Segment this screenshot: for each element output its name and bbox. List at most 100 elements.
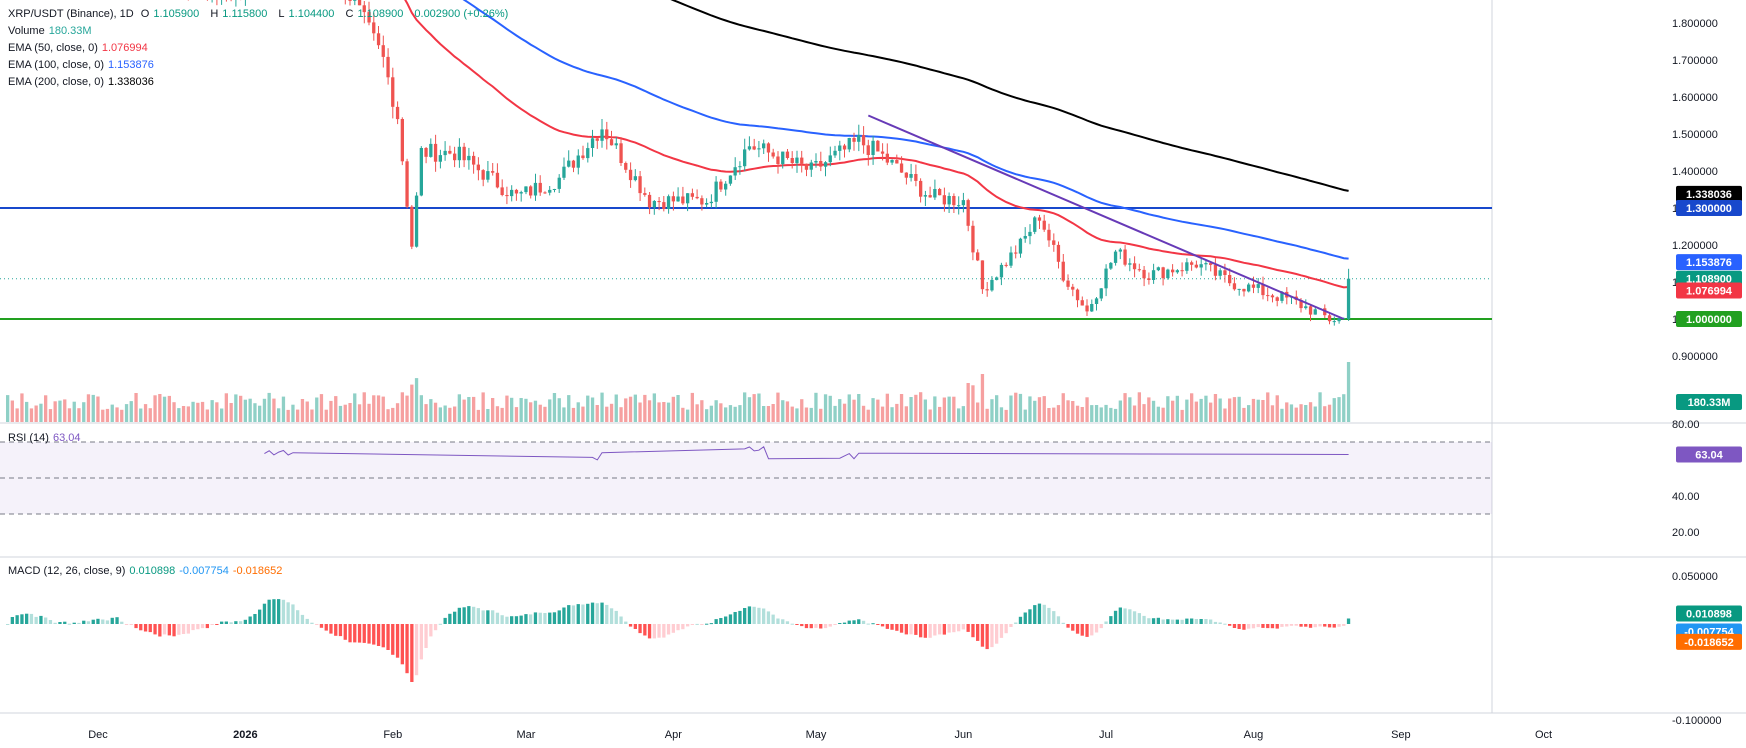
volume-bar [1047,408,1051,422]
volume-bar [1251,398,1256,422]
macd-histogram-bar [1223,623,1227,625]
volume-bar [310,409,314,422]
volume-bar [1175,395,1179,422]
candle-body [1337,318,1341,322]
volume-bar [86,394,91,422]
macd-histogram-bar [1232,624,1237,628]
candle-body [510,189,514,197]
candle-body [861,135,866,146]
macd-histogram-bar [172,624,176,637]
volume-bar [1166,396,1170,422]
macd-histogram-bar [804,624,809,629]
volume-bar [1042,396,1046,422]
volume-bar [1037,397,1042,422]
volume-bar [243,399,247,422]
macd-histogram-bar [372,624,376,645]
macd-histogram-bar [1171,619,1175,624]
volume-bar [419,395,423,422]
macd-histogram-bar [1066,624,1070,628]
macd-histogram-bar [1185,618,1189,624]
candle-body [1237,288,1241,290]
candle-body [800,157,804,164]
volume-bar [1327,404,1332,422]
macd-histogram-bar [210,624,214,625]
rsi-line [264,446,1349,461]
candle-body [1242,288,1246,292]
volume-bar [690,392,694,422]
macd-histogram-bar [1142,615,1146,624]
macd-histogram-bar [1237,624,1241,629]
volume-bar [438,407,442,422]
macd-histogram-bar [671,624,675,633]
macd-histogram-bar [538,612,542,624]
candle-body [666,196,671,209]
macd-histogram-bar [153,624,157,635]
candle-body [495,172,500,188]
macd-histogram-bar [376,624,381,646]
candle-body [847,138,851,150]
macd-histogram-bar [1304,624,1308,627]
macd-histogram-bar [690,624,694,625]
macd-histogram-bar [1014,622,1018,624]
volume-bar [557,398,561,422]
macd-histogram-bar [72,622,76,624]
macd-histogram-bar [296,610,300,624]
volume-bar [776,392,780,422]
candle-body [619,143,623,163]
volume-bar [1308,402,1313,422]
volume-bar [253,403,257,422]
macd-histogram-bar [795,624,799,625]
volume-bar [158,394,162,422]
volume-bar [581,406,585,422]
macd-histogram-bar [196,624,200,630]
macd-histogram-bar [1190,618,1194,624]
volume-bar [467,397,471,422]
candle-body [476,164,480,171]
macd-histogram-bar [952,624,956,633]
volume-bar [362,392,366,422]
macd-histogram-bar [719,618,723,624]
candle-body [633,176,637,181]
volume-bar [200,401,205,422]
candle-body [1061,261,1065,281]
candle-body [433,143,438,162]
candle-body [980,260,985,290]
volume-bar [1018,393,1023,422]
volume-bar [904,406,908,422]
candle-body [557,177,561,189]
macd-histogram-bar [686,624,690,627]
volume-bar [757,393,761,422]
macd-histogram-bar [105,620,110,624]
macd-histogram-bar [828,624,832,627]
macd-histogram-bar [405,624,409,674]
time-tick-label: Aug [1244,729,1264,741]
macd-histogram-bar [595,603,599,624]
candle-body [414,195,419,247]
volume-bar [153,395,157,422]
price-tick-label: 1.200000 [1672,240,1718,252]
macd-histogram-bar [1194,619,1198,624]
macd-histogram-bar [904,624,908,635]
volume-bar [766,406,771,422]
candle-body [1313,309,1317,315]
candle-body [657,201,661,203]
candle-body [1090,304,1094,312]
macd-histogram-bar [438,623,442,625]
macd-histogram-bar [966,624,970,632]
macd-histogram-bar [1151,618,1156,624]
volume-bar [1342,394,1346,422]
macd-histogram-bar [1346,618,1351,624]
macd-histogram-bar [1056,616,1061,624]
candle-body [491,171,495,173]
volume-bar [281,396,286,422]
macd-histogram-bar [933,624,937,636]
volume-bar [448,407,452,422]
candle-body [1218,270,1222,276]
volume-bar [495,406,500,422]
volume-bar [638,402,642,422]
macd-histogram-bar [510,616,514,624]
candle-body [367,12,371,23]
volume-bar [186,406,190,422]
candle-body [804,163,809,170]
